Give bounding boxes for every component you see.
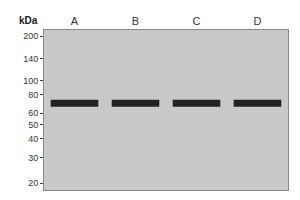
svg-text:C: C [193, 15, 201, 27]
svg-text:30: 30 [28, 153, 38, 163]
svg-text:60: 60 [28, 108, 38, 118]
svg-text:100: 100 [23, 76, 38, 86]
svg-text:140: 140 [23, 54, 38, 64]
svg-text:B: B [132, 15, 139, 27]
svg-text:D: D [254, 15, 262, 27]
svg-text:80: 80 [28, 90, 38, 100]
svg-text:40: 40 [28, 134, 38, 144]
svg-text:A: A [71, 15, 79, 27]
svg-text:50: 50 [28, 120, 38, 130]
svg-text:kDa: kDa [19, 15, 38, 26]
svg-text:20: 20 [28, 178, 38, 188]
svg-text:200: 200 [23, 31, 38, 41]
